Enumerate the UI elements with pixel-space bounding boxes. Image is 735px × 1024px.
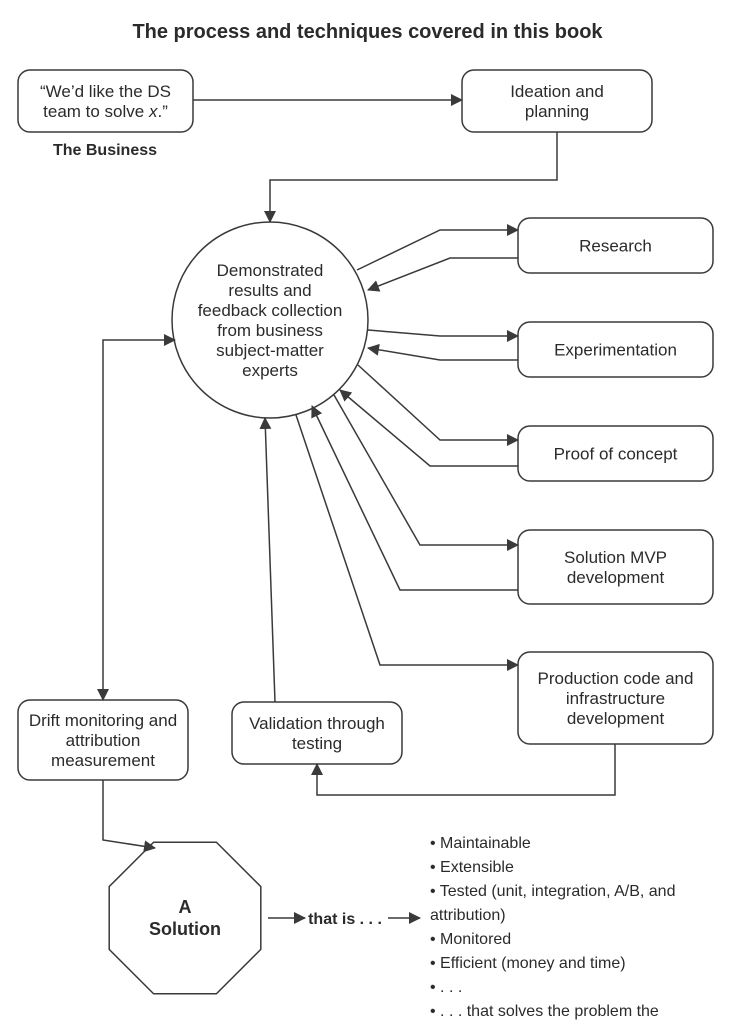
edge-hub-to-research [357, 230, 518, 270]
bullet-item: • . . . that solves the problem the [430, 1003, 659, 1020]
node-prod-label: infrastructure [566, 689, 665, 708]
bullet-item: • Monitored [430, 931, 511, 948]
bullet-item: • Tested (unit, integration, A/B, and [430, 883, 675, 900]
edge-validation-to-hub [265, 418, 275, 702]
node-drift-label: Drift monitoring and [29, 711, 177, 730]
node-solution-label: A [179, 897, 192, 917]
edge-exp-to-hub [368, 348, 518, 360]
node-mvp-label: development [567, 568, 665, 587]
edge-hub-to-mvp [334, 395, 518, 545]
business-caption: The Business [53, 142, 157, 159]
bullet-item: • Maintainable [430, 835, 531, 852]
edge-hub-to-drift [103, 340, 175, 700]
node-hub-label: Demonstrated [217, 261, 324, 280]
node-prod-label: development [567, 709, 665, 728]
node-research-label: Research [579, 236, 652, 255]
bullet-item: • Extensible [430, 859, 514, 876]
node-mvp-label: Solution MVP [564, 548, 667, 567]
node-solution-label: Solution [149, 919, 221, 939]
node-drift-label: attribution [66, 731, 141, 750]
edge-drift-to-solution [103, 780, 155, 848]
edge-mvp-to-hub [312, 406, 518, 590]
node-hub-label: feedback collection [198, 301, 343, 320]
edge-hub-to-prod [296, 415, 518, 665]
node-business-label: “We’d like the DS [40, 82, 171, 101]
node-validation-label: Validation through [249, 714, 385, 733]
node-experimentation-label: Experimentation [554, 340, 677, 359]
node-hub-label: subject-matter [216, 341, 324, 360]
node-hub-label: results and [228, 281, 311, 300]
node-ideation-label: Ideation and [510, 82, 604, 101]
diagram-title: The process and techniques covered in th… [132, 21, 603, 43]
edge-hub-to-exp [368, 330, 518, 336]
node-validation-label: testing [292, 734, 342, 753]
edge-poc-to-hub [340, 390, 518, 466]
node-ideation-label: planning [525, 102, 589, 121]
that-is-label: that is . . . [308, 911, 382, 928]
node-drift-label: measurement [51, 751, 155, 770]
node-business-label: team to solve x.” [43, 102, 168, 121]
node-hub-label: from business [217, 321, 323, 340]
bullet-item: attribution) [430, 907, 506, 924]
node-prod-label: Production code and [538, 669, 694, 688]
node-poc-label: Proof of concept [554, 444, 678, 463]
bullet-item: • . . . [430, 979, 462, 996]
edge-ideation-to-hub [270, 132, 557, 222]
bullet-item: • Efficient (money and time) [430, 955, 626, 972]
edge-hub-to-poc [358, 365, 518, 440]
node-hub-label: experts [242, 361, 298, 380]
edge-research-to-hub [368, 258, 518, 290]
